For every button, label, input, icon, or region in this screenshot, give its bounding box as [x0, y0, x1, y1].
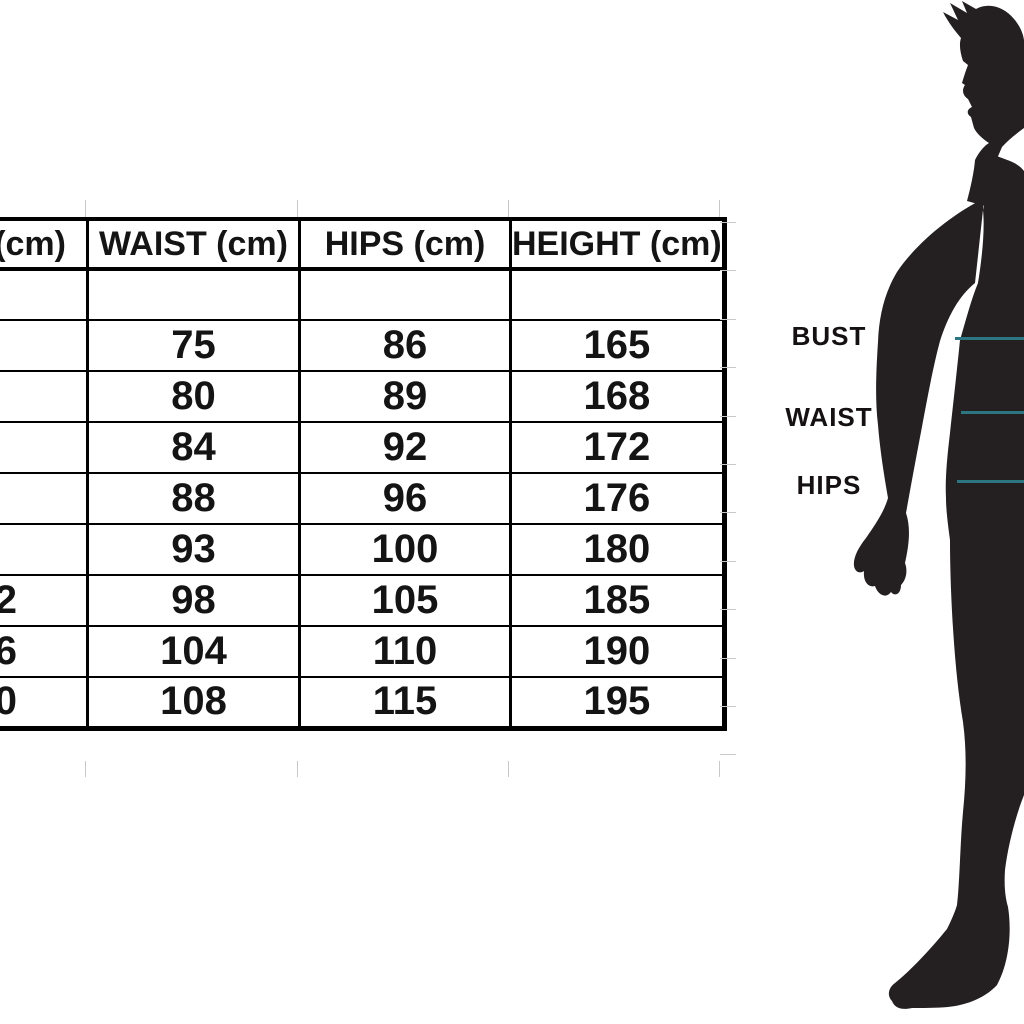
cell-height: 168	[509, 370, 726, 423]
cell-waist: 93	[86, 523, 301, 576]
gridline-stub	[720, 222, 736, 223]
header-cell-waist: WAIST (cm)	[86, 218, 301, 271]
cell-col1	[0, 472, 89, 525]
cell-waist: 104	[86, 625, 301, 678]
gridline-stub	[720, 754, 736, 755]
cell-height: 185	[509, 574, 726, 627]
gridline-stub	[85, 761, 86, 777]
cell-col1	[0, 370, 89, 423]
table-row: 88 96 176	[0, 472, 726, 525]
gridline-stub	[297, 200, 298, 217]
cell-col1: 6	[0, 625, 89, 678]
cell-height	[509, 268, 726, 321]
cell-col1	[0, 319, 89, 372]
arm-path	[853, 198, 985, 596]
cell-waist: 80	[86, 370, 301, 423]
cell-height: 172	[509, 421, 726, 474]
cell-col1	[0, 421, 89, 474]
gridline-stub	[508, 761, 509, 777]
gridline-stub	[720, 416, 736, 417]
cell-waist: 84	[86, 421, 301, 474]
bust-label: BUST	[791, 321, 867, 351]
header-cell-height: HEIGHT (cm)	[509, 218, 726, 271]
gridline-stub	[297, 761, 298, 777]
gridline-stub	[720, 658, 736, 659]
table-row: 2 98 105 185	[0, 574, 726, 627]
cell-hips: 89	[298, 370, 512, 423]
gridline-stub	[720, 706, 736, 707]
cell-col1	[0, 268, 89, 321]
table-row: 93 100 180	[0, 523, 726, 576]
waist-measure-line	[961, 411, 1024, 414]
cell-hips: 110	[298, 625, 512, 678]
gridline-stub	[720, 319, 736, 320]
cell-height: 195	[509, 676, 726, 729]
gridline-stub	[720, 367, 736, 368]
cell-hips: 115	[298, 676, 512, 729]
cell-hips: 105	[298, 574, 512, 627]
gridline-stub	[720, 464, 736, 465]
torso-leg-path	[888, 155, 1024, 1009]
table-row: 6 104 110 190	[0, 625, 726, 678]
cell-height: 190	[509, 625, 726, 678]
header-cell-cropped: (cm)	[0, 218, 89, 271]
gridline-stub	[85, 200, 86, 217]
gridline-stub	[720, 512, 736, 513]
cell-col1: 0	[0, 676, 89, 729]
cell-waist: 98	[86, 574, 301, 627]
table-row	[0, 268, 726, 321]
cell-waist: 88	[86, 472, 301, 525]
size-table: (cm) WAIST (cm) HIPS (cm) HEIGHT (cm) 75…	[0, 217, 727, 731]
gridline-stub	[720, 270, 736, 271]
cell-height: 180	[509, 523, 726, 576]
table-row: 80 89 168	[0, 370, 726, 423]
head-path	[943, 1, 1024, 206]
cell-col1: 2	[0, 574, 89, 627]
cell-hips: 96	[298, 472, 512, 525]
gridline-stub	[720, 609, 736, 610]
waist-label: WAIST	[785, 402, 873, 432]
cell-height: 176	[509, 472, 726, 525]
table-header-row: (cm) WAIST (cm) HIPS (cm) HEIGHT (cm)	[0, 218, 726, 271]
hips-measure-line	[957, 480, 1024, 483]
cell-hips: 100	[298, 523, 512, 576]
table-row: 84 92 172	[0, 421, 726, 474]
gridline-stub	[508, 200, 509, 217]
cell-waist	[86, 268, 301, 321]
hips-label: HIPS	[796, 470, 862, 500]
cell-hips: 86	[298, 319, 512, 372]
cell-col1	[0, 523, 89, 576]
cell-height: 165	[509, 319, 726, 372]
header-cell-hips: HIPS (cm)	[298, 218, 512, 271]
gridline-stub	[719, 200, 720, 217]
cell-hips: 92	[298, 421, 512, 474]
gridline-stub	[719, 761, 720, 777]
table-row: 0 108 115 195	[0, 676, 726, 729]
table-row: 75 86 165	[0, 319, 726, 372]
cell-hips	[298, 268, 512, 321]
bust-measure-line	[955, 337, 1024, 340]
gridline-stub	[720, 561, 736, 562]
cell-waist: 108	[86, 676, 301, 729]
cell-waist: 75	[86, 319, 301, 372]
